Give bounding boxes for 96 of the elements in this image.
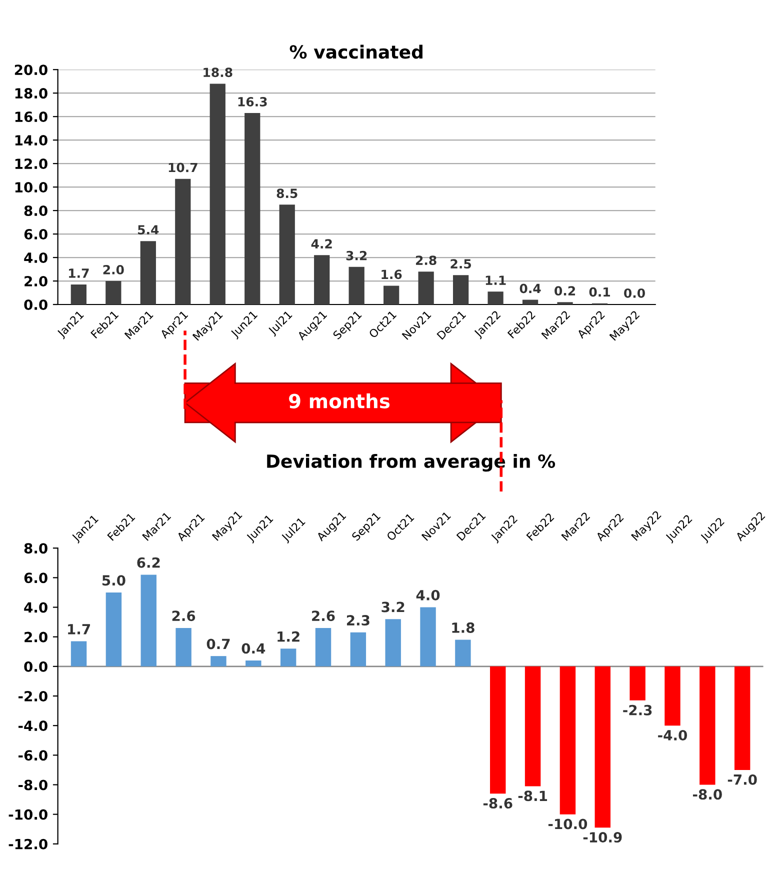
- y-tick-label: 2.0: [24, 632, 48, 642]
- data-label: 4.0: [416, 590, 440, 600]
- bar: [630, 666, 646, 700]
- y-tick-label: 18.0: [15, 88, 48, 99]
- data-label: 4.2: [311, 239, 332, 248]
- y-tick-label: 8.0: [24, 543, 48, 554]
- data-label: 0.4: [242, 643, 266, 654]
- bar: [314, 255, 330, 304]
- bar: [246, 660, 262, 666]
- data-label: 1.7: [68, 624, 90, 634]
- data-label: -10.9: [583, 832, 622, 843]
- data-label: 0.7: [206, 638, 230, 650]
- y-tick-label: 0.0: [24, 299, 48, 310]
- y-tick-label: 6.0: [24, 572, 48, 584]
- data-label: 2.6: [172, 610, 196, 622]
- bar: [106, 281, 122, 304]
- bar: [560, 666, 576, 814]
- data-label: 0.4: [520, 284, 541, 294]
- bar: [385, 619, 401, 666]
- data-label: 1.1: [486, 276, 506, 285]
- text: 9 months: [289, 393, 390, 408]
- bar: [420, 607, 436, 666]
- y-tick-label: 4.0: [24, 602, 48, 613]
- bar: [176, 628, 192, 666]
- data-label: -8.6: [483, 798, 512, 809]
- data-label: 0.2: [554, 286, 576, 296]
- y-tick-label: -12.0: [8, 838, 48, 850]
- data-label: 0.0: [624, 288, 645, 298]
- data-label: 2.6: [312, 610, 335, 622]
- y-tick-label: 6.0: [24, 229, 48, 240]
- data-label: -8.0: [692, 789, 722, 800]
- y-tick-label: 0.0: [24, 661, 48, 672]
- y-tick-label: -8.0: [18, 780, 48, 790]
- y-tick-label: 16.0: [15, 112, 48, 122]
- y-tick-label: 10.0: [15, 182, 48, 193]
- data-label: 5.0: [102, 575, 126, 586]
- data-label: 5.4: [138, 225, 159, 234]
- data-label: 1.6: [382, 270, 402, 280]
- bar: [348, 266, 364, 304]
- y-tick-label: 12.0: [15, 158, 48, 170]
- data-label: 10.7: [168, 162, 198, 172]
- bar: [524, 666, 541, 786]
- bar: [70, 641, 87, 666]
- bar: [455, 640, 471, 666]
- data-label: -10.0: [548, 818, 588, 830]
- bar: [418, 272, 434, 304]
- y-tick-label: 2.0: [24, 276, 48, 286]
- data-label: 1.8: [452, 622, 474, 633]
- data-label: 3.2: [382, 602, 404, 612]
- y-tick-label: -10.0: [8, 809, 48, 820]
- data-label: -7.0: [728, 774, 757, 785]
- data-label: 18.8: [204, 68, 232, 78]
- data-label: 3.2: [346, 250, 367, 260]
- data-label: 1.7: [69, 268, 89, 278]
- bar: [244, 113, 260, 304]
- bar: [594, 666, 610, 828]
- data-label: 2.8: [416, 256, 436, 266]
- bar: [279, 204, 295, 304]
- bar: [384, 286, 400, 304]
- chart-title: % vaccinated: [290, 44, 422, 59]
- data-label: -8.1: [518, 790, 548, 802]
- data-label: 2.0: [103, 264, 124, 274]
- bar: [488, 292, 504, 304]
- y-tick-label: 8.0: [24, 206, 48, 216]
- data-label: 2.3: [346, 615, 370, 626]
- data-label: 1.2: [278, 631, 300, 642]
- bar: [490, 666, 506, 794]
- bar: [175, 178, 191, 304]
- data-label: 8.5: [276, 188, 298, 198]
- data-label: -2.3: [623, 704, 652, 716]
- y-tick-label: -2.0: [18, 690, 48, 702]
- data-label: 6.2: [137, 557, 160, 568]
- bar: [140, 241, 156, 304]
- bar: [140, 574, 156, 666]
- bar: [210, 656, 226, 666]
- bar: [210, 84, 226, 304]
- bar: [734, 666, 750, 770]
- data-label: 2.5: [450, 259, 472, 269]
- bar: [280, 648, 296, 666]
- data-label: 16.3: [238, 97, 267, 106]
- bar: [452, 275, 469, 304]
- bar: [106, 592, 122, 666]
- bar: [700, 666, 716, 785]
- data-label: -4.0: [658, 730, 688, 740]
- data-label: 0.1: [589, 287, 610, 297]
- bar: [664, 666, 680, 726]
- bar: [350, 632, 366, 666]
- y-tick-label: -4.0: [18, 720, 48, 732]
- chart-title: Deviation from average in %: [267, 454, 556, 472]
- bar: [522, 300, 538, 304]
- bar: [315, 628, 332, 666]
- bar: [70, 284, 86, 304]
- y-tick-label: 20.0: [14, 64, 48, 76]
- y-tick-label: 14.0: [15, 135, 48, 146]
- y-tick-label: -6.0: [18, 750, 48, 761]
- y-tick-label: 4.0: [24, 252, 48, 263]
